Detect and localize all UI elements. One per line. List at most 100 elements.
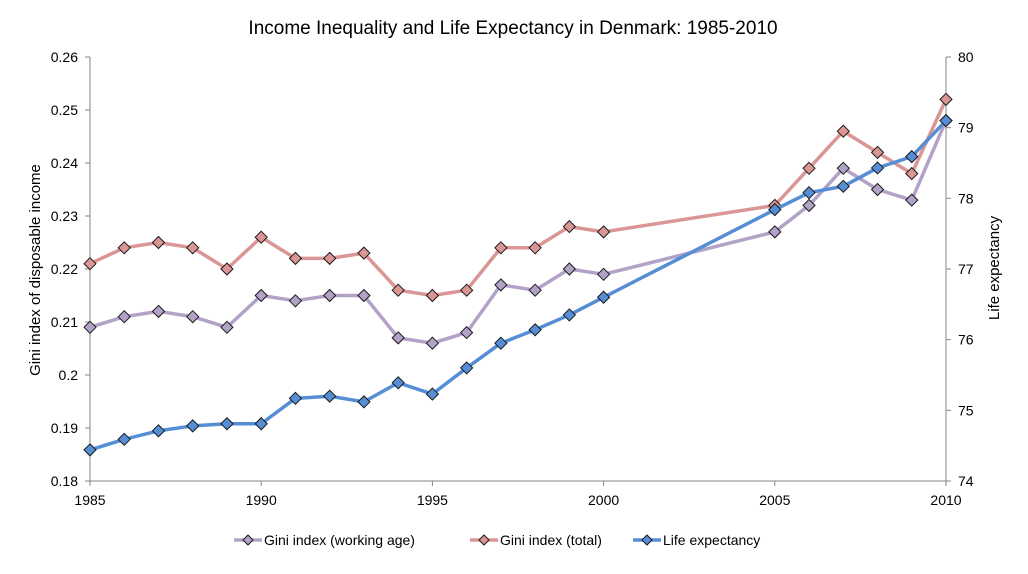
legend-item: Gini index (total) [470, 532, 602, 548]
data-point [117, 309, 131, 324]
series-group [83, 92, 953, 457]
series-life-expectancy [83, 113, 953, 457]
data-point [528, 283, 542, 297]
data-point [870, 182, 885, 197]
data-point [425, 387, 440, 401]
data-point [596, 225, 611, 239]
data-point [528, 323, 542, 337]
x-tick-label: 1990 [246, 492, 277, 508]
data-point [425, 336, 440, 350]
data-point [117, 241, 131, 255]
data-point [939, 113, 953, 128]
legend-marker-icon [641, 534, 653, 546]
y2-tick-label: 77 [958, 261, 974, 277]
data-point [596, 290, 611, 304]
x-tick-label: 2005 [759, 492, 790, 508]
data-point [220, 320, 234, 335]
data-point [836, 124, 850, 138]
data-point [802, 198, 816, 213]
data-point [836, 179, 850, 194]
data-point [425, 288, 440, 303]
data-point [186, 241, 200, 255]
y-tick-label: 0.18 [51, 473, 78, 489]
x-tick-label: 2000 [588, 492, 619, 508]
y-tick-label: 0.23 [51, 208, 78, 224]
y2-tick-label: 80 [958, 49, 974, 65]
y-tick-label: 0.25 [51, 102, 78, 118]
data-point [905, 193, 919, 207]
data-point [562, 262, 577, 276]
data-point [83, 320, 97, 335]
data-point [117, 432, 131, 447]
data-point [768, 202, 782, 217]
data-point [528, 241, 542, 255]
data-point [802, 185, 816, 200]
legend-marker-icon [242, 534, 254, 546]
y2-tick-label: 79 [958, 120, 974, 136]
y2-tick-label: 76 [958, 332, 974, 348]
data-point [288, 294, 303, 308]
data-point [288, 251, 303, 266]
legend-label: Gini index (total) [500, 532, 602, 548]
data-point [459, 361, 474, 375]
data-point [494, 241, 508, 255]
y2-axis-title: Life expectancy [986, 215, 1003, 320]
data-point [186, 419, 200, 433]
series-gini-index-total [83, 92, 953, 303]
legend-marker-icon [478, 534, 490, 546]
data-point [905, 149, 919, 164]
data-point [494, 336, 508, 350]
y-tick-label: 0.2 [59, 367, 79, 383]
y-tick-label: 0.21 [51, 314, 78, 330]
data-point [220, 417, 234, 431]
data-point [151, 235, 166, 250]
data-point [768, 225, 782, 239]
y2-tick-label: 75 [958, 402, 974, 418]
y2-tick-label: 78 [958, 190, 974, 206]
data-point [151, 424, 166, 438]
data-point [870, 161, 885, 175]
data-point [357, 246, 371, 260]
legend-label: Gini index (working age) [264, 532, 415, 548]
data-point [459, 283, 474, 297]
data-point [220, 262, 234, 276]
y-tick-label: 0.22 [51, 261, 78, 277]
axes: 0.18 0.19 0.2 0.21 0.22 0.23 0.24 0.25 0.26 74 75 7… [51, 49, 974, 508]
data-point [802, 161, 816, 176]
data-point [905, 166, 919, 181]
data-point [391, 376, 405, 390]
y-tick-label: 0.24 [51, 155, 78, 171]
data-point [254, 230, 268, 244]
data-point [83, 256, 97, 271]
data-point [391, 331, 405, 345]
data-point [322, 251, 337, 266]
data-point [596, 267, 611, 282]
data-point [357, 395, 371, 409]
data-point [322, 389, 337, 403]
data-point [459, 325, 474, 340]
series-line [89, 119, 948, 452]
y-tick-label: 0.26 [51, 49, 78, 65]
x-tick-label: 1995 [417, 492, 448, 508]
data-point [870, 145, 885, 160]
y-tick-label: 0.19 [51, 420, 78, 436]
legend-item: Gini index (working age) [234, 532, 415, 548]
series-gini-index-working-age [83, 113, 953, 350]
legend-item: Life expectancy [633, 532, 760, 548]
data-point [939, 92, 953, 107]
data-point [836, 161, 850, 176]
x-tick-label: 2010 [930, 492, 961, 508]
x-tick-label: 1985 [74, 492, 105, 508]
data-point [254, 288, 268, 303]
data-point [562, 308, 577, 322]
data-point [288, 391, 303, 406]
legend-label: Life expectancy [663, 532, 760, 548]
y2-tick-label: 74 [958, 473, 974, 489]
series-line [89, 119, 948, 345]
legend: Gini index (working age) Gini index (tota… [234, 532, 760, 548]
data-point [83, 443, 97, 457]
y-axis-title: Gini index of disposable income [27, 164, 44, 376]
data-point [562, 219, 577, 234]
data-point [357, 288, 371, 303]
